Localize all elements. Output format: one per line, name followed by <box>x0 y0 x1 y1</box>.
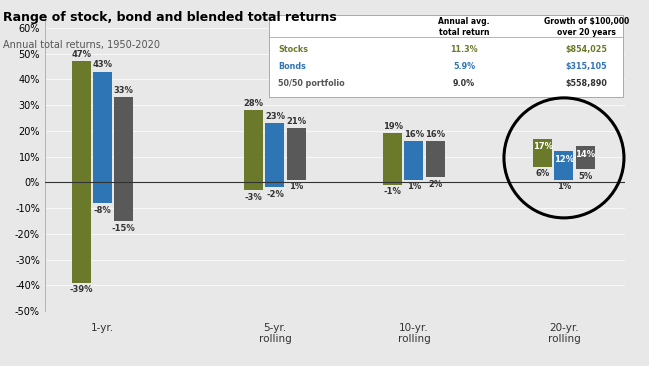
Text: 1-yr.: 1-yr. <box>91 323 114 333</box>
Text: $558,890: $558,890 <box>565 79 607 88</box>
Bar <box>404 141 423 180</box>
Text: 5%: 5% <box>578 172 592 181</box>
Text: 21%: 21% <box>286 117 306 126</box>
Text: 33%: 33% <box>114 86 134 95</box>
Bar <box>72 61 91 283</box>
Text: 16%: 16% <box>425 130 445 139</box>
Text: 12%: 12% <box>554 155 574 164</box>
Bar <box>265 123 284 187</box>
Text: Growth of $100,000
over 20 years: Growth of $100,000 over 20 years <box>544 17 629 37</box>
Text: -1%: -1% <box>384 187 402 197</box>
Text: Range of stock, bond and blended total returns: Range of stock, bond and blended total r… <box>3 11 337 24</box>
Bar <box>244 110 263 190</box>
Bar <box>426 141 445 177</box>
Text: 11.3%: 11.3% <box>450 45 478 54</box>
Text: $854,025: $854,025 <box>565 45 607 54</box>
Text: Annual total returns, 1950-2020: Annual total returns, 1950-2020 <box>3 40 160 50</box>
Text: 28%: 28% <box>244 99 264 108</box>
Bar <box>533 139 552 167</box>
Text: 50/50 portfolio: 50/50 portfolio <box>278 79 345 88</box>
Bar <box>287 128 306 180</box>
Text: -3%: -3% <box>245 193 263 202</box>
Bar <box>554 152 574 180</box>
Text: 9.0%: 9.0% <box>453 79 475 88</box>
Text: 5.9%: 5.9% <box>453 62 475 71</box>
Text: 17%: 17% <box>533 142 553 152</box>
Text: Annual avg.
total return: Annual avg. total return <box>438 17 490 37</box>
Text: 47%: 47% <box>71 50 92 59</box>
Text: 10-yr.
rolling: 10-yr. rolling <box>398 323 430 344</box>
Text: 19%: 19% <box>383 122 403 131</box>
FancyBboxPatch shape <box>269 15 623 97</box>
Text: 23%: 23% <box>265 112 285 120</box>
Bar <box>114 97 133 221</box>
Bar <box>93 72 112 203</box>
Text: -2%: -2% <box>266 190 284 199</box>
Bar <box>576 146 594 169</box>
Text: Bonds: Bonds <box>278 62 306 71</box>
Text: 5-yr.
rolling: 5-yr. rolling <box>258 323 291 344</box>
Text: $315,105: $315,105 <box>565 62 607 71</box>
Text: 14%: 14% <box>575 150 595 159</box>
Text: Stocks: Stocks <box>278 45 308 54</box>
Text: 1%: 1% <box>557 182 571 191</box>
Text: 43%: 43% <box>93 60 113 69</box>
Bar <box>384 134 402 185</box>
Text: -15%: -15% <box>112 224 136 232</box>
Text: 20-yr.
rolling: 20-yr. rolling <box>548 323 580 344</box>
Text: 1%: 1% <box>407 182 421 191</box>
Text: -8%: -8% <box>94 205 112 214</box>
Text: -39%: -39% <box>70 285 93 294</box>
Text: 6%: 6% <box>535 169 550 179</box>
Text: 1%: 1% <box>289 182 303 191</box>
Text: 2%: 2% <box>428 180 442 189</box>
Text: 16%: 16% <box>404 130 424 139</box>
